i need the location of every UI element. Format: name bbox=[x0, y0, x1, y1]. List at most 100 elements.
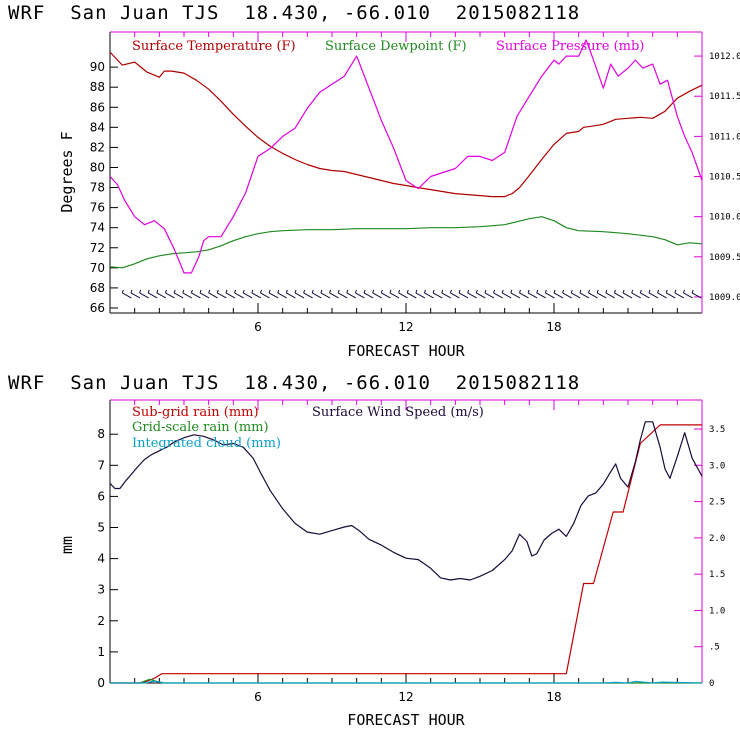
legend-entry: Grid-scale rain (mm) bbox=[132, 420, 269, 435]
x-tick-label: 12 bbox=[398, 320, 413, 334]
wind-barb bbox=[320, 292, 331, 299]
wind-barb bbox=[406, 292, 417, 299]
wind-barb bbox=[191, 292, 201, 299]
y-left-tick-label: 80 bbox=[90, 160, 105, 174]
wind-barb-flag bbox=[596, 289, 599, 294]
wind-barb-flag bbox=[242, 289, 245, 294]
legend-entry: Sub-grid rain (mm) bbox=[132, 405, 259, 420]
wind-barb bbox=[173, 292, 184, 299]
wind-barb-flag bbox=[346, 289, 349, 294]
wind-barb-flag bbox=[432, 289, 435, 294]
series-line bbox=[109, 421, 703, 581]
wind-barb bbox=[648, 292, 659, 299]
y-left-tick-label: 74 bbox=[90, 221, 105, 235]
y-left-tick-label: 76 bbox=[90, 201, 105, 215]
y-right-tick-label: 1009.5 bbox=[709, 253, 740, 263]
wind-barb bbox=[571, 292, 581, 299]
wind-barb-flag bbox=[156, 289, 159, 294]
x-tick-label: 18 bbox=[546, 690, 561, 704]
y-right-tick-label: 1.0 bbox=[709, 606, 725, 616]
wind-barb-flag bbox=[320, 289, 323, 294]
wind-barb-flag bbox=[536, 289, 539, 294]
legend-entry: Integrated cloud (mm) bbox=[132, 436, 281, 451]
y-left-tick-label: 70 bbox=[90, 261, 105, 275]
y-left-tick-label: 68 bbox=[90, 281, 105, 295]
series-line bbox=[109, 39, 703, 274]
legend-entry: Surface Temperature (F) bbox=[132, 39, 296, 54]
x-axis-label: FORECAST HOUR bbox=[347, 711, 465, 729]
wind-barb bbox=[147, 292, 158, 299]
wind-barb bbox=[614, 292, 624, 299]
wind-barb bbox=[277, 292, 287, 299]
wind-barb bbox=[139, 292, 149, 299]
wind-barb bbox=[122, 292, 132, 299]
y-left-tick-label: 8 bbox=[97, 427, 105, 441]
wind-barb bbox=[432, 292, 443, 299]
wind-barb bbox=[130, 292, 141, 299]
wind-barb bbox=[674, 292, 685, 299]
wind-barb-flag bbox=[182, 289, 185, 294]
wind-barb-flag bbox=[674, 289, 677, 294]
wind-barb-flag bbox=[389, 289, 392, 294]
y-left-tick-label: 2 bbox=[97, 614, 105, 628]
wind-barb-flag bbox=[458, 289, 461, 294]
y-left-tick-label: 5 bbox=[97, 521, 105, 535]
y-left-tick-label: 90 bbox=[90, 60, 105, 74]
wind-barb bbox=[165, 292, 175, 299]
wind-barb bbox=[363, 292, 374, 299]
x-tick-label: 6 bbox=[254, 320, 262, 334]
wind-barb-flag bbox=[251, 289, 254, 294]
wind-barb bbox=[493, 292, 503, 299]
x-tick-label: 6 bbox=[254, 690, 262, 704]
y-left-tick-label: 0 bbox=[97, 676, 105, 690]
wind-barb-flag bbox=[588, 289, 591, 294]
wind-barb-flag bbox=[199, 289, 202, 294]
y-right-tick-label: .5 bbox=[709, 643, 720, 653]
series-line bbox=[109, 216, 703, 269]
wind-barb bbox=[312, 292, 322, 299]
wind-barb-flag bbox=[518, 289, 521, 294]
wind-barb bbox=[346, 292, 357, 299]
x-axis-label: FORECAST HOUR bbox=[347, 342, 465, 360]
wind-barb-flag bbox=[259, 289, 262, 294]
series-line bbox=[110, 680, 703, 684]
wind-barb-flag bbox=[372, 289, 375, 294]
wind-barb-flag bbox=[562, 289, 565, 294]
y-left-tick-label: 4 bbox=[97, 552, 105, 566]
wind-barb bbox=[372, 292, 382, 299]
wind-barb bbox=[605, 292, 616, 299]
wind-barb bbox=[286, 292, 296, 299]
wind-barb-flag bbox=[691, 289, 694, 294]
wind-barb-flag bbox=[424, 289, 426, 294]
wind-barb bbox=[579, 292, 590, 299]
wind-barb bbox=[389, 292, 400, 299]
wind-barb bbox=[622, 292, 633, 299]
y-right-tick-label: 1.5 bbox=[709, 570, 725, 580]
wind-barb bbox=[217, 292, 227, 299]
wind-barb-flag bbox=[510, 289, 513, 294]
wind-barb bbox=[337, 292, 348, 299]
wind-barb-flag bbox=[527, 289, 530, 294]
wind-barb bbox=[665, 292, 676, 299]
wind-barb-flag bbox=[475, 289, 478, 294]
wind-barb-flag bbox=[665, 289, 668, 294]
wind-barb-flag bbox=[631, 289, 634, 294]
wind-barb bbox=[527, 292, 538, 299]
x-tick-label: 12 bbox=[398, 690, 413, 704]
wind-barb-flag bbox=[234, 289, 237, 294]
wind-barb bbox=[631, 292, 641, 299]
wind-barb-flag bbox=[493, 289, 496, 294]
wind-barb bbox=[225, 292, 236, 299]
wind-barb bbox=[458, 292, 469, 299]
wind-barb bbox=[476, 292, 486, 299]
wind-barb bbox=[536, 292, 546, 299]
wind-barb-flag bbox=[622, 289, 625, 294]
y-right-tick-label: 3.5 bbox=[709, 425, 725, 435]
wind-barb bbox=[562, 292, 572, 299]
wind-barb-flag bbox=[311, 289, 314, 294]
wind-barb bbox=[329, 292, 339, 299]
y-left-tick-label: 66 bbox=[90, 301, 105, 315]
wind-barb-flag bbox=[363, 289, 366, 294]
wind-barb bbox=[208, 292, 218, 299]
y-left-tick-label: 1 bbox=[97, 645, 105, 659]
